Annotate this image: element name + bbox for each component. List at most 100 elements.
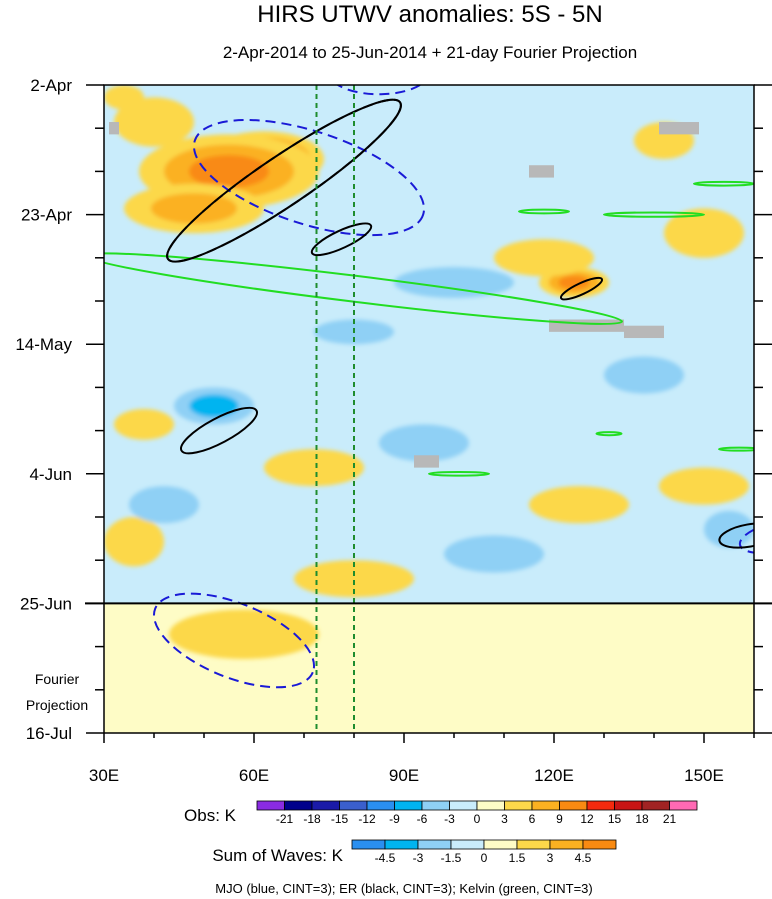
anomaly-17-level-2 [189, 394, 239, 418]
anomaly-7-level-1 [494, 239, 594, 277]
obs-colorbar-tick-12: 12 [580, 812, 594, 826]
obs-colorbar-tick-13: 15 [608, 812, 622, 826]
obs-colorbar-tick-6: -6 [417, 812, 428, 826]
obs-colorbar-box-1 [256, 800, 285, 811]
anomaly-4-level-1 [114, 97, 194, 147]
kelvin-contour-3 [518, 208, 570, 215]
obs-colorbar-box-14 [614, 800, 643, 811]
kelvin-contour-6 [428, 470, 490, 477]
chart-title: HIRS UTWV anomalies: 5S - 5N [257, 1, 602, 28]
er-contour-4 [559, 276, 604, 301]
contour-legend-note: MJO (blue, CINT=3); ER (black, CINT=3); … [215, 881, 592, 896]
y-tick-label-3: 14-May [15, 335, 72, 354]
obs-colorbar-box-11 [531, 800, 560, 811]
obs-colorbar-box-16 [669, 800, 698, 811]
chart-subtitle: 2-Apr-2014 to 25-Jun-2014 + 21-day Fouri… [223, 43, 637, 62]
anomaly-15-level-1 [294, 560, 414, 598]
projection-label-line1: Fourier [35, 671, 80, 687]
kelvin-contour-2 [603, 211, 705, 218]
obs-colorbar-tick-11: 9 [556, 812, 563, 826]
obs-colorbar-tick-3: -15 [331, 812, 349, 826]
anomaly-12-level-1 [529, 486, 629, 524]
waves-colorbar: Sum of Waves: K -4.5 -3 -1.5 0 1.5 3 4.5 [212, 839, 617, 865]
waves-colorbar-box-1 [351, 839, 386, 850]
obs-colorbar-label: Obs: K [184, 806, 237, 825]
anomaly-field [104, 85, 754, 659]
mjo-contour-4 [738, 516, 754, 555]
obs-colorbar-tick-14: 18 [635, 812, 649, 826]
waves-colorbar-tick-6: 3 [547, 851, 554, 865]
er-contour-3 [180, 406, 258, 455]
anomaly-23-level-1 [379, 424, 469, 462]
obs-colorbar-box-6 [394, 800, 423, 811]
x-tick-label-5: 150E [684, 766, 724, 785]
kelvin-contour-4 [693, 180, 754, 187]
x-tick-label-2: 60E [239, 766, 269, 785]
waves-colorbar-box-2 [384, 839, 419, 850]
anomaly-11-level-1 [264, 449, 364, 487]
obs-colorbar-box-10 [504, 800, 533, 811]
mjo-contour-3 [152, 592, 316, 689]
obs-colorbar-tick-10: 6 [529, 812, 536, 826]
x-tick-label-1: 30E [89, 766, 119, 785]
obs-colorbar-box-3 [311, 800, 340, 811]
y-tick-label-2: 23-Apr [21, 206, 72, 225]
obs-colorbar-box-4 [339, 800, 368, 811]
obs-colorbar-box-5 [366, 800, 395, 811]
kelvin-contour-5 [595, 431, 623, 437]
anomaly-10-level-1 [114, 409, 174, 440]
anomaly-24-level-1 [444, 535, 544, 573]
er-contour-dashed [166, 98, 402, 263]
er-contour-2 [310, 222, 373, 257]
missing-data-3 [529, 165, 554, 178]
anomaly-13-level-1 [659, 467, 749, 505]
x-tick-label-4: 120E [534, 766, 574, 785]
missing-data-1 [109, 122, 119, 135]
projection-label-line2: Projection [26, 697, 88, 713]
anomaly-18-level-1 [129, 486, 199, 524]
obs-colorbar-box-8 [449, 800, 478, 811]
waves-colorbar-box-5 [483, 839, 518, 850]
obs-colorbar-tick-7: -3 [444, 812, 455, 826]
obs-colorbar-tick-2: -18 [303, 812, 321, 826]
anomaly-22-level-1 [604, 356, 684, 394]
plot-frame [103, 84, 755, 734]
mjo-contour-1 [192, 119, 426, 237]
waves-colorbar-box-7 [549, 839, 584, 850]
plot-area [85, 84, 772, 734]
obs-colorbar-box-7 [421, 800, 450, 811]
kelvin-contour-1 [104, 252, 623, 325]
anomaly-16-level-1 [169, 609, 319, 659]
obs-colorbar-box-9 [476, 800, 505, 811]
waves-colorbar-tick-5: 1.5 [509, 851, 526, 865]
y-tick-label-6: 16-Jul [26, 724, 72, 743]
anomaly-8-level-1 [664, 208, 744, 258]
er-contour-5 [718, 522, 754, 549]
waves-colorbar-box-8 [582, 839, 617, 850]
missing-data-5 [624, 325, 664, 339]
obs-colorbar-tick-5: -9 [389, 812, 400, 826]
waves-colorbar-tick-2: -3 [413, 851, 424, 865]
missing-data-2 [659, 122, 699, 135]
obs-colorbar-tick-9: 3 [501, 812, 508, 826]
obs-colorbar-tick-8: 0 [474, 812, 481, 826]
obs-colorbar-box-15 [641, 800, 670, 811]
y-tick-label-5: 25-Jun [20, 594, 72, 613]
y-tick-label-4: 4-Jun [29, 465, 72, 484]
obs-colorbar-tick-4: -12 [358, 812, 376, 826]
axes: 2-Apr 23-Apr 14-May 4-Jun 25-Jun 16-Jul 30E 60E… [15, 76, 772, 785]
anomaly-5-level-1 [104, 85, 144, 110]
anomaly-6-level-3 [558, 275, 590, 290]
obs-colorbar-tick-15: 21 [663, 812, 677, 826]
waves-colorbar-tick-3: -1.5 [441, 851, 462, 865]
obs-colorbar: Obs: K -21 -18 -15 -12 -9 -6 -3 0 3 6 9 12 15 18 21 [184, 800, 698, 826]
waves-colorbar-box-4 [450, 839, 485, 850]
missing-data-6 [414, 455, 439, 468]
waves-colorbar-tick-4: 0 [481, 851, 488, 865]
x-tick-label-3: 90E [389, 766, 419, 785]
waves-colorbar-tick-1: -4.5 [375, 851, 396, 865]
anomaly-2-level-3 [189, 154, 269, 188]
obs-colorbar-tick-1: -21 [276, 812, 294, 826]
waves-colorbar-tick-7: 4.5 [575, 851, 592, 865]
